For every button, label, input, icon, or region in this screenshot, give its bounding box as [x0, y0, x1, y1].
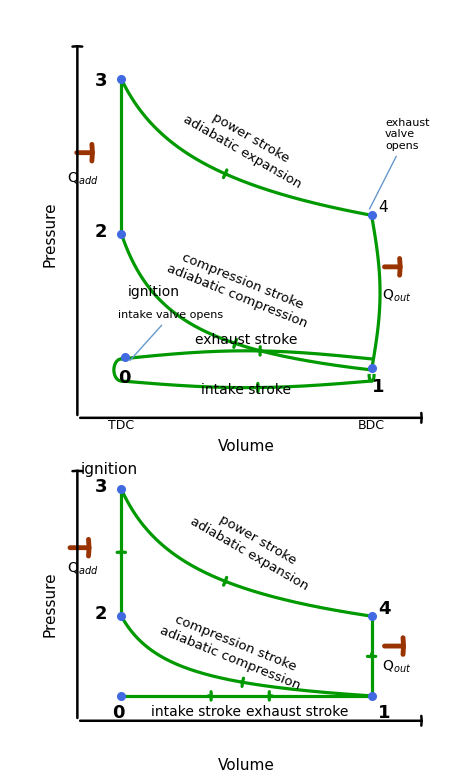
Text: power stroke
adiabatic expansion: power stroke adiabatic expansion [181, 99, 312, 192]
X-axis label: Volume: Volume [218, 439, 275, 454]
Text: exhaust stroke: exhaust stroke [246, 705, 348, 719]
Text: exhaust stroke: exhaust stroke [195, 333, 298, 347]
Text: Q$_{add}$: Q$_{add}$ [67, 170, 99, 186]
Text: 1: 1 [372, 378, 385, 396]
Text: 0: 0 [112, 704, 124, 722]
Text: 2: 2 [95, 224, 107, 241]
Text: power stroke
adiabatic expansion: power stroke adiabatic expansion [188, 500, 319, 593]
Text: 4: 4 [379, 600, 391, 618]
Text: compression stroke
adiabatic compression: compression stroke adiabatic compression [158, 609, 308, 693]
Text: ignition: ignition [81, 462, 138, 478]
Text: ignition: ignition [128, 285, 180, 299]
Text: Q$_{add}$: Q$_{add}$ [67, 561, 99, 577]
X-axis label: Volume: Volume [218, 759, 275, 774]
Y-axis label: Pressure: Pressure [43, 201, 58, 266]
Text: 0: 0 [119, 368, 131, 387]
Text: intake stroke: intake stroke [201, 383, 292, 397]
Text: exhaust
valve
opens: exhaust valve opens [370, 118, 430, 209]
Text: 2: 2 [95, 605, 107, 622]
Text: 3: 3 [95, 72, 107, 90]
Text: BDC: BDC [358, 419, 385, 432]
Text: compression stroke
adiabatic compression: compression stroke adiabatic compression [165, 248, 315, 330]
Text: intake stroke: intake stroke [151, 705, 241, 719]
Text: 1: 1 [379, 704, 391, 722]
Text: TDC: TDC [108, 419, 134, 432]
Text: intake valve opens: intake valve opens [118, 310, 223, 361]
Text: 4: 4 [379, 199, 388, 214]
Text: Q$_{out}$: Q$_{out}$ [382, 659, 411, 675]
Text: Q$_{out}$: Q$_{out}$ [382, 288, 411, 305]
Text: 3: 3 [95, 478, 107, 495]
Y-axis label: Pressure: Pressure [43, 571, 58, 636]
